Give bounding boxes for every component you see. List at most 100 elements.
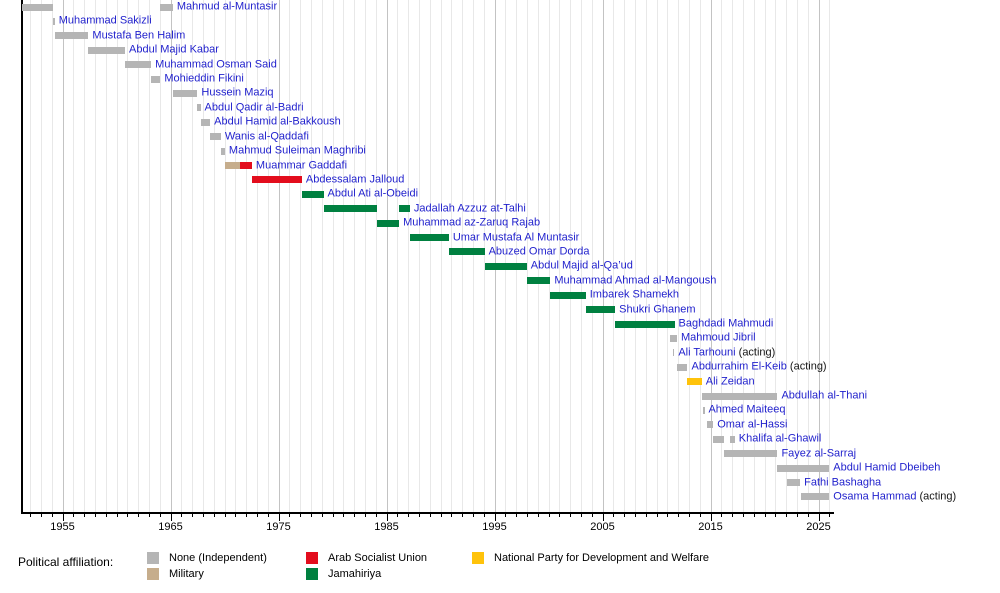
term-bar <box>221 147 225 155</box>
pm-name-link[interactable]: Muhammad Sakizli <box>58 14 152 27</box>
legend-swatch-npdw <box>472 552 484 564</box>
gridline <box>613 0 615 513</box>
acting-label: (acting) <box>735 346 776 359</box>
axis-tick <box>462 514 464 517</box>
pm-name-link[interactable]: Abdullah al-Thani <box>781 389 868 402</box>
pm-name-link[interactable]: Abdul Majid al-Qa’ud <box>530 259 633 272</box>
axis-tick <box>332 514 334 517</box>
pm-name-link[interactable]: Muhammad Ahmad al-Mangoush <box>554 274 717 287</box>
pm-name-label: Abdul Hamid Dbeibeh <box>833 461 941 474</box>
axis-tick <box>246 514 248 517</box>
axis-tick <box>537 514 539 517</box>
pm-name-label: Abdullah al-Thani <box>781 389 868 402</box>
axis-tick <box>343 514 345 517</box>
gridline <box>483 0 485 513</box>
pm-name-link[interactable]: Khalifa al-Ghawil <box>738 432 822 445</box>
gridline <box>494 0 496 513</box>
legend-title: Political affiliation: <box>18 555 114 569</box>
term-bar <box>197 104 201 112</box>
gridline <box>116 0 118 513</box>
pm-name-label: Mahmoud Jibril <box>681 331 756 344</box>
pm-name-link[interactable]: Fayez al-Sarraj <box>781 447 857 460</box>
term-bar <box>707 421 714 429</box>
term-bar <box>301 190 324 198</box>
pm-name-link[interactable]: Ahmed Maiteeq <box>708 403 786 416</box>
gridline <box>289 0 291 513</box>
gridline <box>202 0 204 513</box>
term-bar <box>409 234 449 242</box>
pm-name-link[interactable]: Abdul Qadir al-Badri <box>204 101 304 114</box>
term-bar <box>585 306 616 314</box>
pm-name-link[interactable]: Mustafa Ben Halim <box>92 29 186 42</box>
pm-name-link[interactable]: Muhammad az-Zaruq Rajab <box>403 216 541 229</box>
pm-name-label: Umar Mustafa Al Muntasir <box>453 232 580 243</box>
axis-tick <box>656 514 658 517</box>
pm-name-link[interactable]: Mohieddin Fikini <box>164 72 244 85</box>
axis-tick <box>634 514 636 517</box>
axis-tick <box>472 514 474 517</box>
pm-name-link[interactable]: Abdurrahim El-Keib <box>691 360 787 373</box>
pm-name-link[interactable]: Muhammad Osman Said <box>155 58 277 71</box>
term-bar <box>703 406 705 414</box>
gridline <box>354 0 356 513</box>
axis-tick <box>591 514 593 517</box>
axis-tick <box>310 514 312 517</box>
pm-name-link[interactable]: Umar Mustafa Al Muntasir <box>452 231 580 244</box>
pm-name-link[interactable]: Omar al-Hassi <box>717 418 788 431</box>
pm-name-link[interactable]: Abdul Ati al-Obeidi <box>327 187 419 200</box>
pm-name-link[interactable]: Mahmud al-Muntasir <box>176 0 278 13</box>
pm-name-link[interactable]: Ali Tarhouni <box>678 346 736 359</box>
pm-name-link[interactable]: Fathi Bashagha <box>804 476 882 489</box>
pm-name-link[interactable]: Mahmud Suleiman Maghribi <box>228 144 366 157</box>
pm-name-link[interactable]: Jadallah Azzuz at-Talhi <box>413 202 526 215</box>
gridline <box>688 0 690 513</box>
pm-name-link[interactable]: Abdessalam Jalloud <box>305 173 405 186</box>
gridline <box>105 0 107 513</box>
gridline <box>397 0 399 513</box>
term-bar <box>151 75 161 83</box>
gridline <box>256 0 258 513</box>
gridline <box>505 0 507 513</box>
axis-tick <box>116 514 118 517</box>
axis-tick <box>710 514 712 521</box>
pm-name-link[interactable]: Ali Zeidan <box>705 375 755 388</box>
axis-tick <box>580 514 582 517</box>
term-bar <box>786 479 801 487</box>
pm-name-link[interactable]: Osama Hammad <box>833 490 917 503</box>
gridline <box>602 0 604 513</box>
pm-name-link[interactable]: Hussein Maziq <box>201 86 274 99</box>
pm-name-label: Mustafa Ben Halim <box>92 30 185 41</box>
pm-name-link[interactable]: Wanis al-Qaddafi <box>224 130 309 143</box>
pm-name-link[interactable]: Abdul Hamid al-Bakkoush <box>214 115 341 128</box>
axis-tick <box>256 514 258 517</box>
gridline <box>764 0 766 513</box>
gridline <box>440 0 442 513</box>
pm-name-link[interactable]: Imbarek Shamekh <box>589 288 680 301</box>
axis-tick <box>483 514 485 517</box>
pm-name-link[interactable]: Abuzed Omar Dorda <box>488 245 590 258</box>
term-bar <box>729 435 735 443</box>
gridline <box>94 0 96 513</box>
gridline <box>343 0 345 513</box>
gridline <box>127 0 129 513</box>
axis-tick <box>170 514 172 521</box>
pm-name-link[interactable]: Abdul Majid Kabar <box>129 43 219 56</box>
pm-name-label: Muhammad Sakizli <box>58 14 152 27</box>
axis-year-label: 2005 <box>590 521 615 533</box>
pm-name-link[interactable]: Shukri Ghanem <box>619 303 696 316</box>
pm-name-link[interactable]: Baghdadi Mahmudi <box>678 317 774 330</box>
legend-swatch-military <box>147 568 159 580</box>
gridline <box>570 0 572 513</box>
term-bar <box>526 277 551 285</box>
gridline <box>235 0 237 513</box>
pm-name-label: Ahmed Maiteeq <box>708 403 786 416</box>
axis-year-label: 2025 <box>806 521 831 533</box>
axis-tick <box>62 514 64 521</box>
term-bar <box>240 162 252 169</box>
gridline <box>537 0 539 513</box>
term-bar <box>88 46 126 54</box>
pm-name-link[interactable]: Muammar Gaddafi <box>255 159 348 171</box>
pm-name-link[interactable]: Mahmoud Jibril <box>681 331 756 344</box>
pm-name-link[interactable]: Abdul Hamid Dbeibeh <box>833 461 941 474</box>
